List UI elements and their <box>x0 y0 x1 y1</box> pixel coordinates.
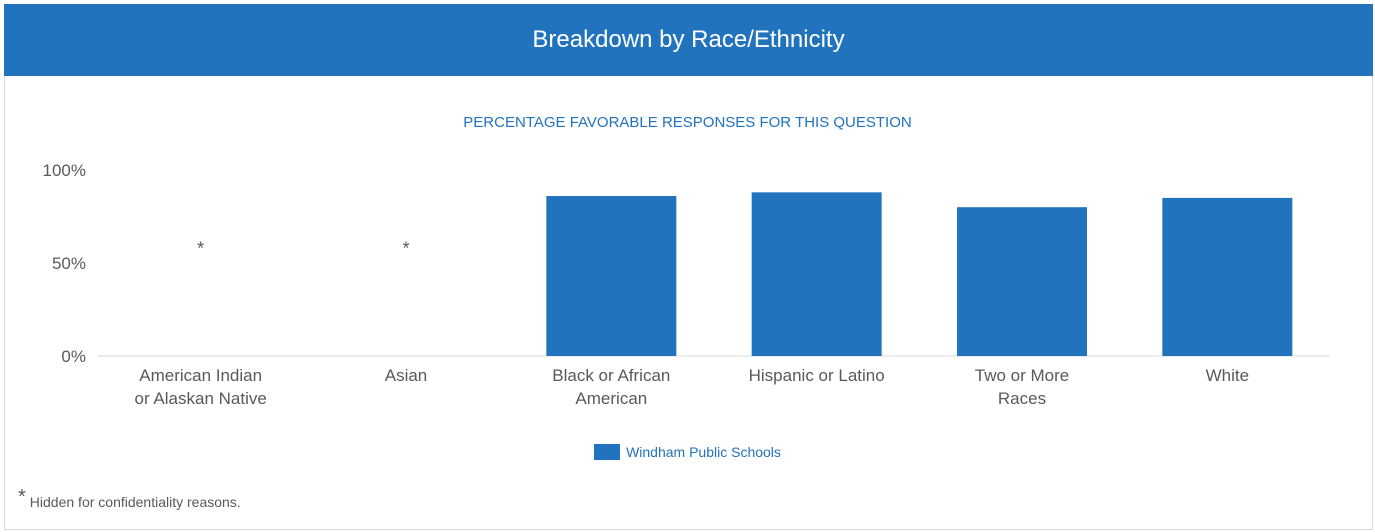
legend-label: Windham Public Schools <box>626 444 781 460</box>
bar <box>957 207 1087 356</box>
footnote-text: Hidden for confidentiality reasons. <box>29 494 241 510</box>
confidentiality-footnote: * Hidden for confidentiality reasons. <box>18 486 241 513</box>
y-tick-label: 100% <box>43 161 86 180</box>
legend-swatch <box>594 444 621 460</box>
x-tick-label: Two or More Races <box>975 366 1069 408</box>
bar <box>1162 197 1293 356</box>
x-tick-label: Hispanic or Latino <box>749 366 885 385</box>
x-tick-label: Asian <box>385 366 428 385</box>
hidden-value-marker: * <box>197 238 204 258</box>
section-title: Breakdown by Race/Ethnicity <box>532 26 845 53</box>
x-tick-label: White <box>1206 366 1249 385</box>
bar <box>751 192 882 356</box>
x-tick-label: American Indian or Alaskan Native <box>135 366 267 408</box>
section-header: Breakdown by Race/Ethnicity <box>4 4 1373 76</box>
bar <box>546 196 677 356</box>
footnote-marker: * <box>18 486 26 508</box>
x-tick-label: Black or African American <box>552 366 670 408</box>
chart-panel <box>4 4 1373 530</box>
chart-title: PERCENTAGE FAVORABLE RESPONSES FOR THIS … <box>463 114 912 131</box>
hidden-value-marker: * <box>402 238 409 258</box>
y-tick-label: 50% <box>52 254 86 273</box>
chart-legend: Windham Public Schools <box>0 444 1375 460</box>
y-tick-label: 0% <box>61 347 86 366</box>
